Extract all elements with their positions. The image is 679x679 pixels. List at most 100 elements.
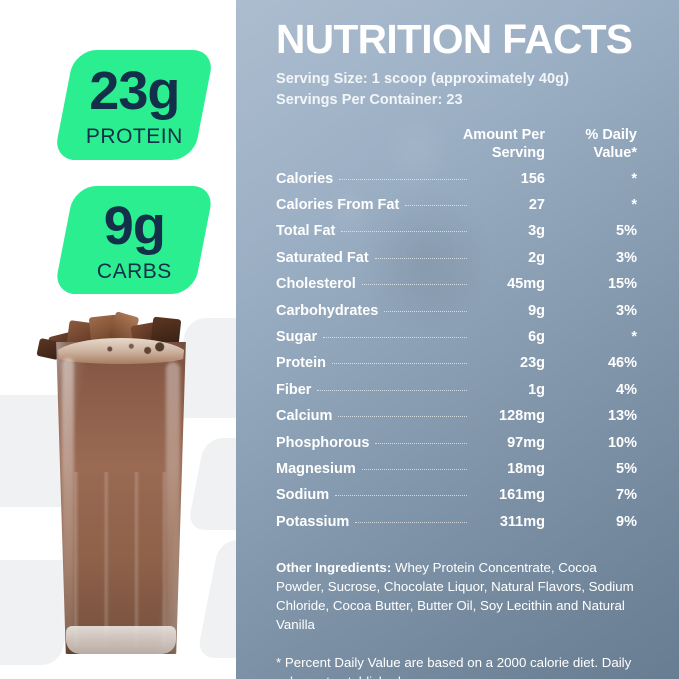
nutrient-name: Sugar xyxy=(276,329,318,346)
table-row: Calories From Fat 27 * xyxy=(276,198,637,224)
nutrient-daily-value: 4% xyxy=(616,381,637,398)
nutrient-daily-value: 3% xyxy=(616,302,637,319)
column-header-daily-value: % Daily Value* xyxy=(545,127,637,162)
dotted-leader xyxy=(355,521,467,523)
table-row: Total Fat 3g 5% xyxy=(276,224,637,250)
table-row: Cholesterol 45mg 15% xyxy=(276,277,637,303)
nutrient-name: Fiber xyxy=(276,381,312,398)
table-row: Carbohydrates 9g 3% xyxy=(276,304,637,330)
nutrition-facts-panel: NUTRITION FACTS Serving Size: 1 scoop (a… xyxy=(236,0,679,679)
nutrient-daily-value: 9% xyxy=(616,513,637,530)
carbs-badge-value: 9g xyxy=(103,195,165,256)
glass-body xyxy=(56,342,186,654)
nutrient-amount: 45mg xyxy=(507,276,545,293)
chocolate-shake-image xyxy=(28,311,214,664)
nutrient-amount: 9g xyxy=(528,302,545,319)
serving-size-text: Serving Size: 1 scoop (approximately 40g… xyxy=(276,71,569,88)
other-ingredients: Other Ingredients: Whey Protein Concentr… xyxy=(276,559,637,635)
nutrient-amount: 1g xyxy=(528,381,545,398)
product-panel: 23g PROTEIN 9g CARBS xyxy=(0,0,236,679)
nutrient-name: Carbohydrates xyxy=(276,302,379,319)
dotted-leader xyxy=(405,205,467,207)
dotted-leader xyxy=(323,337,467,339)
carbs-badge-label: CARBS xyxy=(96,259,172,283)
dotted-leader xyxy=(317,389,467,391)
nutrient-name: Calories xyxy=(276,170,334,187)
nutrient-amount: 97mg xyxy=(507,434,545,451)
servings-per-container-text: Servings Per Container: 23 xyxy=(276,92,463,109)
carbs-badge: 9g CARBS xyxy=(53,186,215,294)
table-row: Sugar 6g * xyxy=(276,330,637,356)
glass-facets xyxy=(65,472,177,647)
protein-badge: 23g PROTEIN xyxy=(53,50,215,160)
table-row: Calcium 128mg 13% xyxy=(276,409,637,435)
table-row: Saturated Fat 2g 3% xyxy=(276,251,637,277)
dotted-leader xyxy=(384,310,467,312)
nutrient-amount: 128mg xyxy=(499,408,545,425)
nutrient-amount: 2g xyxy=(528,249,545,266)
cocoa-dusting xyxy=(84,342,170,356)
nutrient-name: Protein xyxy=(276,355,326,372)
dotted-leader xyxy=(374,257,467,259)
nutrient-amount: 27 xyxy=(528,197,545,214)
nutrient-name: Sodium xyxy=(276,487,330,504)
nutrient-amount: 161mg xyxy=(499,487,545,504)
table-row: Protein 23g 46% xyxy=(276,356,637,382)
dotted-leader xyxy=(335,495,467,497)
nutrient-daily-value: * xyxy=(631,197,637,214)
nutrient-name: Calcium xyxy=(276,408,333,425)
table-row: Calories 156 * xyxy=(276,172,637,198)
table-row: Phosphorous 97mg 10% xyxy=(276,436,637,462)
nutrient-daily-value: * xyxy=(631,170,637,187)
nutrient-amount: 156 xyxy=(520,170,545,187)
table-row: Fiber 1g 4% xyxy=(276,383,637,409)
nutrient-daily-value: 46% xyxy=(607,355,637,372)
column-header-dv-line2: Value* xyxy=(593,144,637,161)
table-column-headers: Amount Per Serving % Daily Value* xyxy=(276,127,637,162)
column-header-amount-line2: Serving xyxy=(491,144,545,161)
nutrient-daily-value: 5% xyxy=(616,223,637,240)
page-title: NUTRITION FACTS xyxy=(276,16,633,62)
nutrient-amount: 18mg xyxy=(507,460,545,477)
nutrient-daily-value: 5% xyxy=(616,460,637,477)
column-header-amount: Amount Per Serving xyxy=(413,127,545,162)
nutrient-name: Cholesterol xyxy=(276,276,356,293)
dotted-leader xyxy=(375,442,467,444)
dotted-leader xyxy=(338,416,467,418)
nutrient-daily-value: 15% xyxy=(607,276,637,293)
glass-base xyxy=(66,626,176,654)
dotted-leader xyxy=(339,178,467,180)
table-row: Sodium 161mg 7% xyxy=(276,488,637,514)
nutrient-name: Magnesium xyxy=(276,460,356,477)
nutrient-daily-value: 3% xyxy=(616,249,637,266)
nutrient-daily-value: 10% xyxy=(607,434,637,451)
nutrient-daily-value: 13% xyxy=(607,408,637,425)
other-ingredients-label: Other Ingredients: xyxy=(276,560,392,576)
dotted-leader xyxy=(341,231,467,233)
glass-highlight-right xyxy=(166,362,180,632)
nutrient-daily-value: 7% xyxy=(616,487,637,504)
nutrient-name: Potassium xyxy=(276,513,350,530)
nutrient-amount: 311mg xyxy=(499,513,545,530)
nutrient-name: Phosphorous xyxy=(276,434,370,451)
column-header-amount-line1: Amount Per xyxy=(462,127,545,144)
nutrient-name: Saturated Fat xyxy=(276,249,369,266)
dotted-leader xyxy=(361,468,467,470)
table-row: Magnesium 18mg 5% xyxy=(276,462,637,488)
nutrient-amount: 3g xyxy=(528,223,545,240)
nutrient-name: Total Fat xyxy=(276,223,336,240)
nutrient-table: Calories 156 * Calories From Fat 27 * Total Fa… xyxy=(276,172,637,541)
nutrient-amount: 23g xyxy=(520,355,545,372)
nutrient-amount: 6g xyxy=(528,329,545,346)
nutrient-daily-value: * xyxy=(631,329,637,346)
glass-highlight-left xyxy=(62,358,74,638)
nutrient-name: Calories From Fat xyxy=(276,197,400,214)
daily-value-footnote: * Percent Daily Value are based on a 200… xyxy=(276,654,632,679)
protein-badge-value: 23g xyxy=(88,60,180,121)
other-ingredients-body: Whey Protein Concentrate, Cocoa Powder, … xyxy=(276,560,634,632)
table-row: Potassium 311mg 9% xyxy=(276,515,637,541)
column-header-dv-line1: % Daily xyxy=(585,127,637,144)
protein-badge-label: PROTEIN xyxy=(85,124,183,148)
dotted-leader xyxy=(361,284,467,286)
